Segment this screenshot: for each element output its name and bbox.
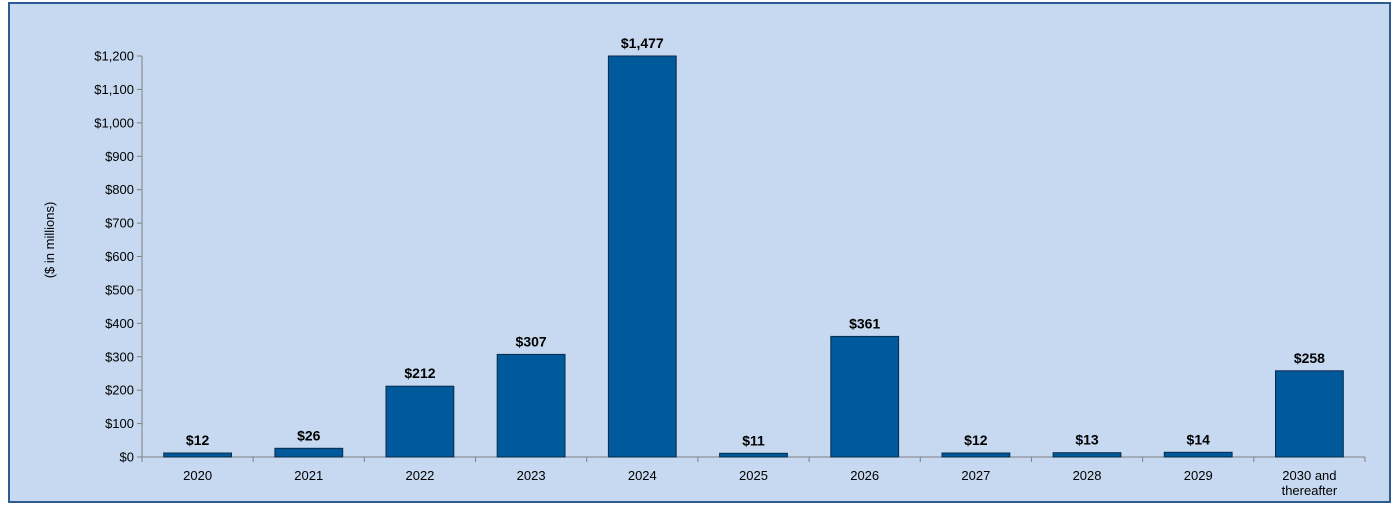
bar-2021 (274, 447, 344, 458)
bar-2024 (607, 55, 677, 458)
data-label: $12 (186, 432, 210, 448)
x-tick-label: 2021 (294, 468, 323, 483)
bar-2023 (496, 353, 566, 458)
y-tick-label: $400 (105, 316, 134, 331)
bar-2020 (163, 452, 232, 458)
x-tick-label: 2027 (961, 468, 990, 483)
bars (163, 55, 1344, 458)
data-label: $14 (1187, 431, 1211, 447)
y-tick-label: $300 (105, 349, 134, 364)
bar-2026 (830, 335, 900, 458)
y-tick-label: $700 (105, 216, 134, 231)
plot-background (10, 4, 1389, 501)
x-tick-label: 2023 (517, 468, 546, 483)
x-tick-label: 2029 (1184, 468, 1213, 483)
x-tick-label-line: 2029 (1184, 468, 1213, 483)
bar-2028 (1052, 452, 1122, 458)
data-label: $258 (1294, 350, 1325, 366)
y-tick-label: $900 (105, 149, 134, 164)
bar-2027 (941, 452, 1011, 458)
x-tick-label-line: 2020 (183, 468, 212, 483)
y-tick-label: $200 (105, 383, 134, 398)
x-tick-label: 2030 and thereafter (1282, 468, 1338, 498)
x-tick-label: 2022 (405, 468, 434, 483)
y-tick-label: $600 (105, 249, 134, 264)
x-tick-label: 2028 (1073, 468, 1102, 483)
y-tick-label: $1,100 (94, 82, 134, 97)
bar-2025 (719, 452, 788, 458)
y-tick-label: $1,000 (94, 115, 134, 130)
data-label: $361 (849, 315, 880, 331)
x-tick-label: 2025 (739, 468, 768, 483)
data-label: $212 (404, 365, 435, 381)
bar-2030 (1275, 370, 1344, 458)
x-tick-label-line: 2027 (961, 468, 990, 483)
data-label: $11 (742, 432, 765, 448)
x-tick-label-line: thereafter (1282, 483, 1338, 498)
data-label: $1,477 (621, 35, 664, 51)
x-tick-label-line: 2021 (294, 468, 323, 483)
x-tick-label: 2020 (183, 468, 212, 483)
data-label: $12 (964, 432, 988, 448)
y-tick-label: $800 (105, 182, 134, 197)
y-axis-title: ($ in millions) (42, 202, 57, 279)
bar-2029 (1163, 451, 1233, 458)
x-tick-label-line: 2030 and (1282, 468, 1336, 483)
x-tick-label: 2026 (850, 468, 879, 483)
y-tick-label: $0 (120, 450, 134, 465)
x-tick-label: 2024 (628, 468, 657, 483)
x-tick-label-line: 2028 (1073, 468, 1102, 483)
data-label: $13 (1075, 432, 1099, 448)
x-tick-label-line: 2026 (850, 468, 879, 483)
y-tick-label: $1,200 (94, 49, 134, 64)
x-tick-label-line: 2023 (517, 468, 546, 483)
y-tick-label: $500 (105, 282, 134, 297)
data-label: $307 (516, 333, 547, 349)
data-label: $26 (297, 427, 321, 443)
bar-2022 (385, 385, 455, 458)
chart-frame (8, 2, 1391, 503)
labels: $0 $100 $200 $300 $400 $500 $600 $700 $800 $900 $1… (94, 35, 1338, 498)
x-tick-label-line: 2025 (739, 468, 768, 483)
x-tick-label-line: 2022 (405, 468, 434, 483)
x-tick-label-line: 2024 (628, 468, 657, 483)
y-tick-label: $100 (105, 416, 134, 431)
